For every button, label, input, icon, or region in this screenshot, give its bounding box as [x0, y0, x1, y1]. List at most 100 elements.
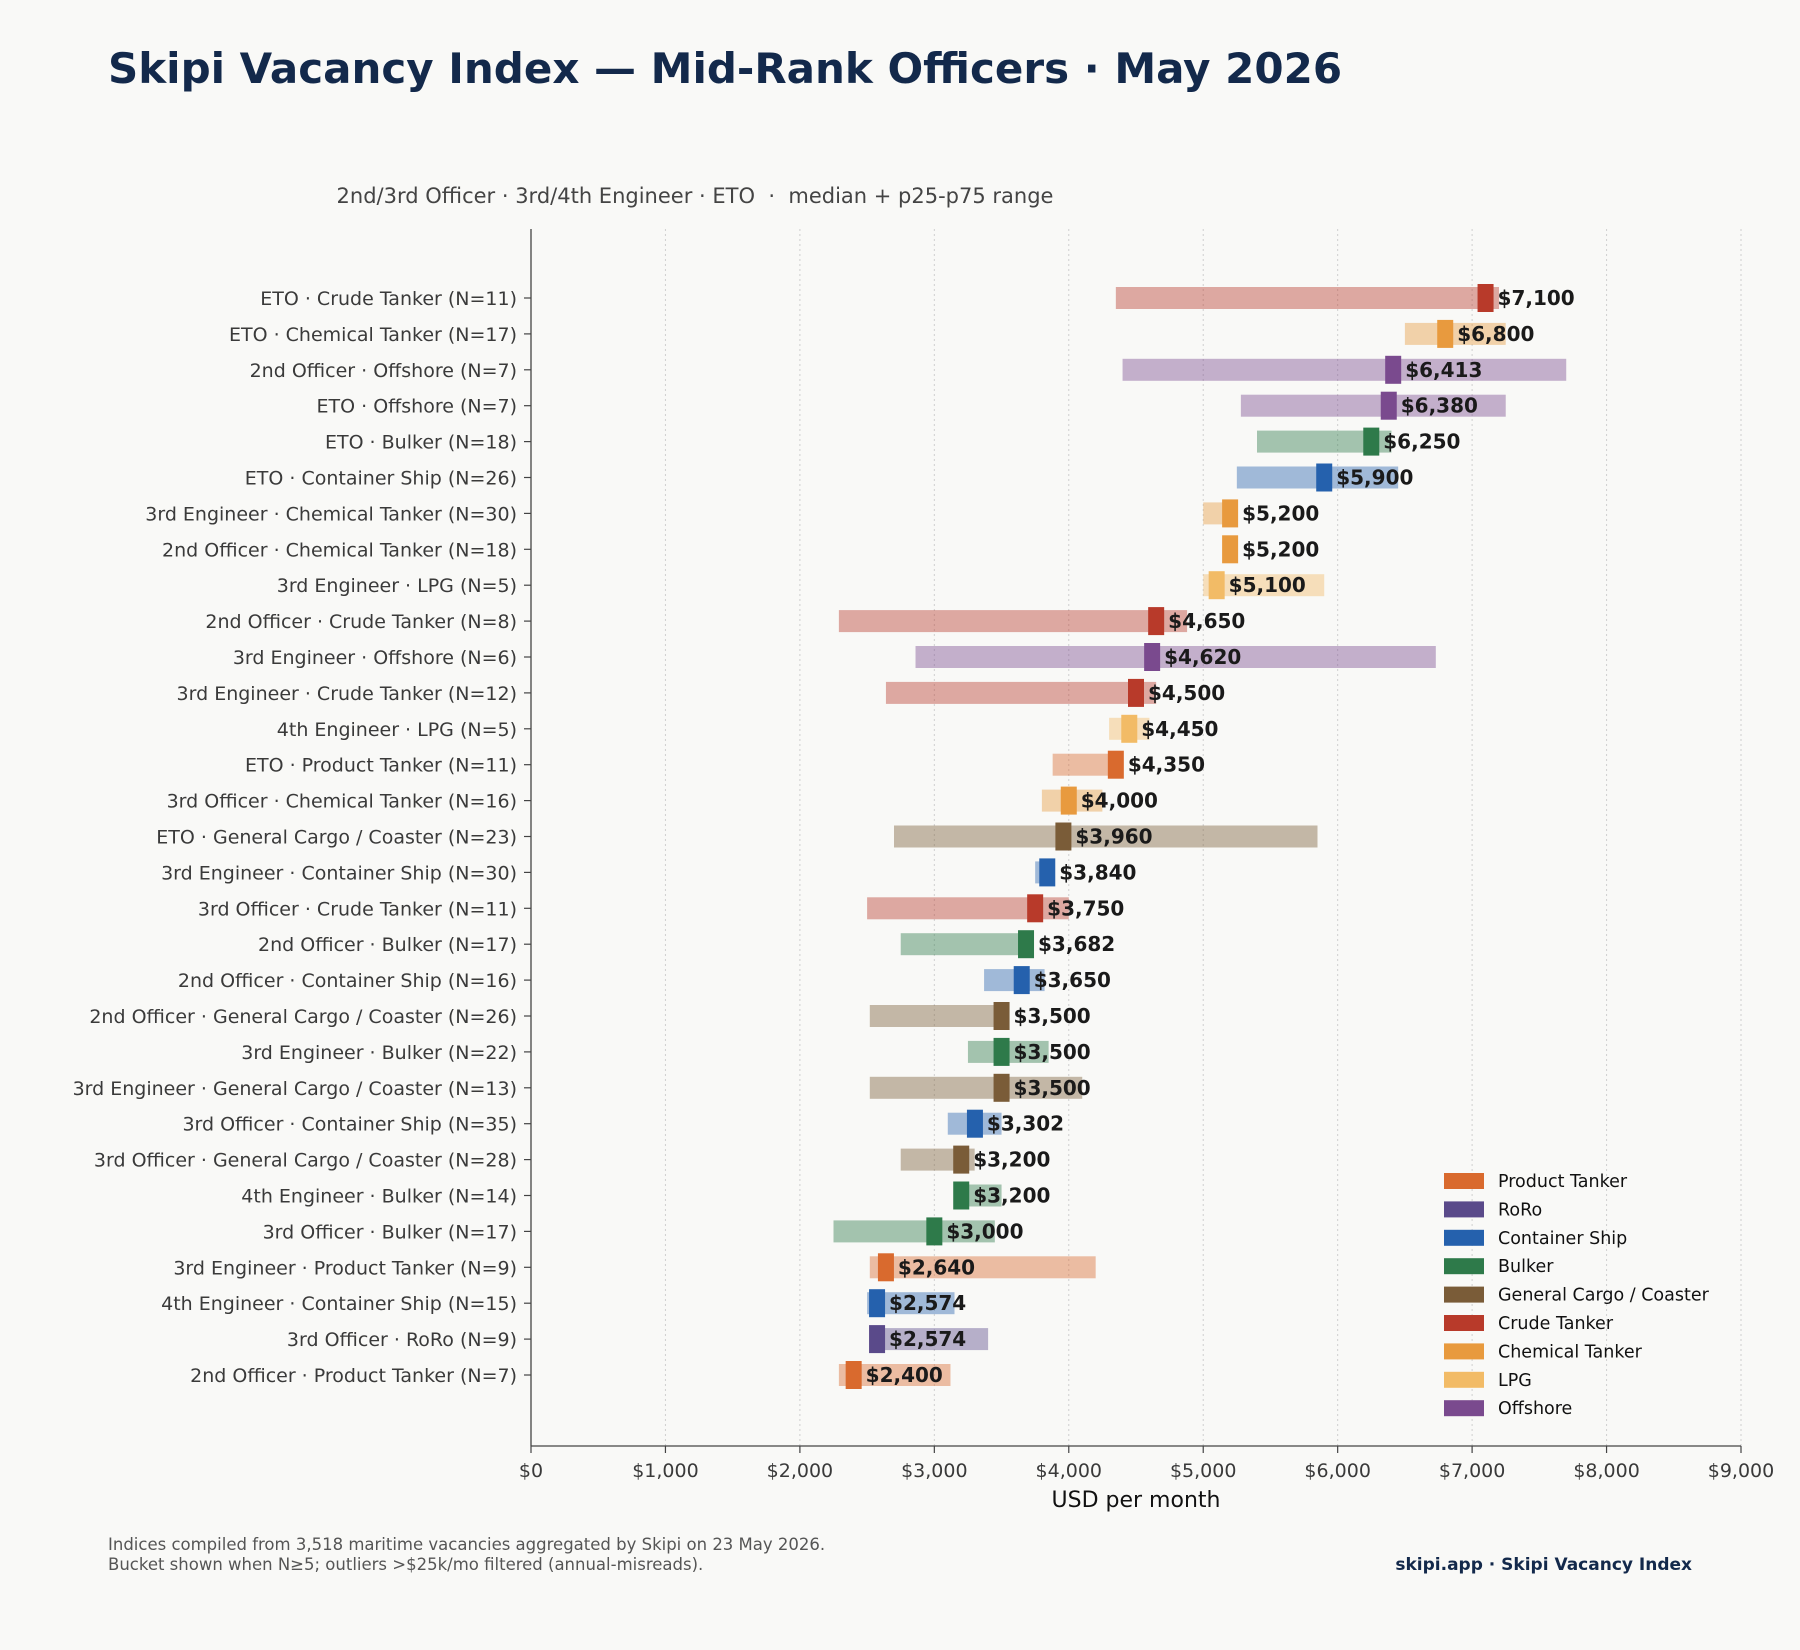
median-value-label: $4,350 [1128, 753, 1205, 777]
legend-label: Bulker [1498, 1257, 1554, 1277]
median-marker [993, 1073, 1010, 1102]
footer-note-line1: Indices compiled from 3,518 maritime vac… [108, 1535, 826, 1554]
y-tick-label: 2nd Officer · Container Ship (N=16) [178, 970, 517, 992]
range-bar [1240, 394, 1506, 417]
median-value-label: $3,650 [1034, 968, 1111, 992]
y-tick-label: 3rd Engineer · Offshore (N=6) [233, 647, 517, 669]
median-marker [1144, 643, 1161, 671]
x-tick-label: $0 [519, 1460, 543, 1482]
median-marker [1013, 966, 1030, 995]
median-value-label: $7,100 [1498, 286, 1575, 310]
median-value-label: $5,900 [1336, 466, 1413, 490]
median-value-label: $4,500 [1148, 681, 1225, 705]
median-value-label: $3,302 [987, 1112, 1064, 1136]
median-value-label: $3,840 [1059, 860, 1136, 884]
range-bar [1115, 287, 1499, 309]
x-tick-label: $3,000 [901, 1460, 967, 1482]
median-marker [1055, 822, 1072, 851]
median-value-label: $5,200 [1242, 537, 1319, 561]
x-tick-label: $8,000 [1573, 1460, 1639, 1482]
median-marker [869, 1325, 886, 1354]
y-tick-label: 4th Engineer · Container Ship (N=15) [161, 1293, 517, 1315]
median-value-label: $6,413 [1405, 358, 1482, 382]
range-bar [1257, 430, 1392, 453]
median-marker [1477, 284, 1494, 312]
median-marker [926, 1217, 943, 1246]
legend-label: Product Tanker [1498, 1172, 1628, 1192]
median-value-label: $2,574 [889, 1291, 966, 1315]
median-value-label: $4,450 [1141, 717, 1218, 741]
median-value-label: $3,500 [1014, 1076, 1091, 1100]
legend-label: Chemical Tanker [1498, 1342, 1643, 1362]
range-bar [867, 1292, 955, 1315]
x-axis-label: USD per month [1052, 1488, 1221, 1513]
median-marker [953, 1181, 970, 1210]
y-tick-label: 2nd Officer · Chemical Tanker (N=18) [162, 539, 517, 561]
y-tick-label: 3rd Engineer · Product Tanker (N=9) [173, 1257, 517, 1279]
x-tick-label: $9,000 [1708, 1460, 1774, 1482]
range-bar [894, 825, 1318, 848]
y-tick-label: 2nd Officer · Product Tanker (N=7) [190, 1365, 517, 1387]
median-value-label: $5,100 [1229, 573, 1306, 597]
median-marker [1222, 499, 1239, 528]
range-bar [900, 933, 1029, 956]
median-value-label: $3,200 [973, 1184, 1050, 1208]
median-marker [1121, 714, 1138, 743]
range-bars: $7,100 $6,800 $6,413 $6,380 $6,250 $5,900 $5,2… [833, 284, 1575, 1389]
range-bar [838, 1364, 951, 1386]
y-tick-label: 2nd Officer · Bulker (N=17) [258, 934, 517, 956]
median-marker [1027, 894, 1044, 923]
y-tick-label: 3rd Engineer · Bulker (N=22) [241, 1042, 517, 1064]
y-tick-label: 3rd Officer · Chemical Tanker (N=16) [167, 791, 517, 813]
y-tick-label: 4th Engineer · Bulker (N=14) [241, 1186, 517, 1208]
median-value-label: $3,682 [1038, 932, 1115, 956]
y-tick-label: ETO · Container Ship (N=26) [245, 468, 517, 490]
y-tick-label: 3rd Officer · RoRo (N=9) [287, 1329, 517, 1351]
y-tick-label: 3rd Engineer · LPG (N=5) [277, 575, 517, 597]
median-value-label: $3,500 [1014, 1040, 1091, 1064]
legend: Product Tanker RoRo Container Ship Bulker Ge… [1444, 1172, 1710, 1419]
range-bar [885, 681, 1157, 704]
range-bar [867, 897, 1069, 920]
median-marker [1060, 786, 1077, 815]
median-marker [1316, 463, 1333, 492]
median-marker [1363, 427, 1380, 456]
y-tick-label: 3rd Engineer · Crude Tanker (N=12) [177, 683, 517, 705]
legend-swatch [1444, 1315, 1484, 1331]
median-value-label: $3,960 [1075, 825, 1152, 849]
median-marker [1148, 607, 1165, 636]
legend-swatch [1444, 1201, 1484, 1218]
median-marker [877, 1253, 894, 1282]
range-bar [869, 1005, 1005, 1027]
y-tick-label: ETO · Chemical Tanker (N=17) [229, 324, 517, 346]
median-marker [953, 1145, 970, 1174]
y-tick-label: 3rd Engineer · Container Ship (N=30) [161, 862, 517, 884]
legend-label: LPG [1498, 1371, 1532, 1391]
y-tick-label: ETO · Bulker (N=18) [325, 432, 517, 454]
range-bar [915, 646, 1436, 668]
legend-swatch [1444, 1343, 1484, 1360]
brand-footer: skipi.app · Skipi Vacancy Index [1395, 1555, 1692, 1575]
median-value-label: $6,800 [1457, 322, 1534, 346]
x-tick-label: $2,000 [767, 1460, 833, 1482]
median-marker [966, 1109, 983, 1138]
median-marker [1437, 319, 1454, 348]
median-marker [993, 1037, 1010, 1066]
legend-label: RoRo [1498, 1200, 1542, 1220]
x-tick-label: $5,000 [1170, 1460, 1236, 1482]
y-tick-label: ETO · Product Tanker (N=11) [245, 755, 517, 777]
x-tick-label: $1,000 [632, 1460, 698, 1482]
range-bar [1052, 753, 1116, 776]
median-value-label: $5,200 [1242, 501, 1319, 525]
y-tick-label: 2nd Officer · Offshore (N=7) [250, 360, 517, 382]
legend-label: General Cargo / Coaster [1498, 1286, 1710, 1306]
y-tick-label: 2nd Officer · General Cargo / Coaster (N… [89, 1006, 517, 1028]
median-marker [1128, 678, 1144, 707]
footer-note: Indices compiled from 3,518 maritime vac… [108, 1535, 825, 1575]
y-tick-label: 3rd Officer · Crude Tanker (N=11) [198, 898, 517, 920]
legend-label: Container Ship [1498, 1229, 1627, 1249]
chart-subtitle: 2nd/3rd Officer · 3rd/4th Engineer · ETO… [337, 184, 1054, 208]
axes: $0 $1,000 $2,000 $3,000 $4,000 $5,000 $6,000 $7… [73, 229, 1774, 1482]
y-tick-label: 3rd Officer · Container Ship (N=35) [182, 1114, 517, 1136]
